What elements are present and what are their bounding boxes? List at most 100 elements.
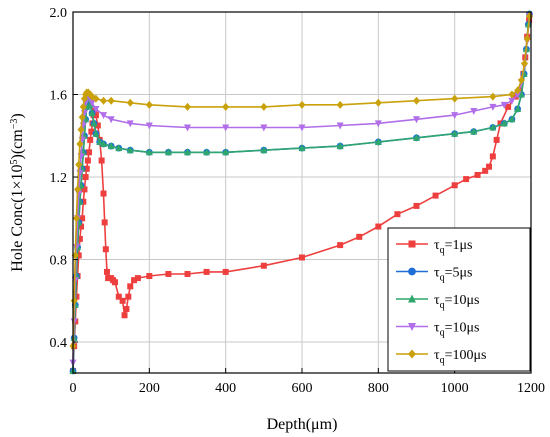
axis-ticks: 0 200 400 600 800 1000 1200 0.4 0.8 1.2 1.6 2.0	[50, 6, 546, 396]
data-point	[489, 153, 496, 160]
data-point	[184, 124, 191, 132]
data-point	[374, 137, 382, 145]
data-point	[470, 127, 478, 135]
data-point	[126, 120, 134, 128]
data-point	[222, 102, 230, 111]
data-point	[489, 103, 497, 111]
data-point	[508, 97, 516, 105]
data-point	[500, 101, 508, 109]
data-point	[413, 96, 420, 105]
data-point	[451, 112, 459, 120]
data-point	[489, 92, 497, 101]
data-point	[413, 202, 420, 209]
data-point	[451, 94, 459, 103]
data-point	[83, 165, 90, 172]
data-point	[514, 91, 522, 99]
legend-label: τq=1μs	[434, 238, 473, 256]
data-point	[134, 275, 141, 282]
y-axis-label-exponent: 5	[9, 159, 20, 164]
data-point	[72, 244, 80, 252]
data-point	[337, 242, 344, 249]
x-axis-label: Depth(μm)	[267, 416, 338, 433]
data-point	[356, 233, 363, 240]
y-axis-label: Hole Conc(1×105)(cm−3)	[9, 113, 27, 271]
data-point	[111, 279, 118, 286]
legend-symbol: τ	[434, 321, 440, 336]
data-point	[88, 99, 96, 107]
data-point	[102, 246, 109, 253]
data-point	[408, 267, 416, 276]
data-point	[260, 102, 268, 111]
data-point	[131, 277, 138, 284]
data-point	[82, 174, 89, 181]
data-point	[145, 122, 153, 130]
legend-entry: τq=1μs	[396, 238, 473, 256]
data-point	[92, 129, 100, 137]
legend-symbol: τ	[434, 293, 440, 308]
legend-subscript: q	[440, 355, 445, 366]
data-point	[74, 185, 82, 194]
data-point	[92, 112, 99, 119]
data-point	[92, 94, 100, 103]
y-axis-label-prefix: Hole Conc(1×10	[9, 164, 26, 271]
data-point	[260, 262, 267, 269]
data-point	[470, 108, 478, 116]
legend-value: =10μs	[445, 293, 480, 308]
data-point	[115, 293, 122, 300]
data-point	[298, 100, 306, 109]
data-point	[90, 119, 98, 127]
data-point	[517, 76, 525, 85]
data-point	[260, 124, 268, 132]
data-point	[508, 90, 516, 99]
legend-subscript: q	[440, 300, 445, 311]
data-point	[432, 192, 439, 199]
legend-entry: τq=10μs	[396, 321, 480, 339]
data-point	[79, 215, 86, 222]
data-point	[78, 113, 86, 122]
data-point	[79, 102, 87, 111]
legend-subscript: q	[440, 328, 445, 339]
legend-value: =100μs	[445, 348, 487, 363]
data-point	[105, 275, 112, 282]
legend-value: =10μs	[445, 321, 480, 336]
data-point	[78, 223, 85, 230]
x-tick-label: 1200	[517, 381, 545, 396]
data-point	[260, 146, 268, 154]
x-tick-label: 800	[368, 381, 389, 396]
data-point	[107, 96, 115, 105]
data-point	[482, 167, 489, 174]
data-point	[164, 148, 172, 156]
data-point	[514, 86, 522, 95]
data-point	[88, 128, 95, 135]
data-point	[96, 137, 104, 145]
data-point	[87, 136, 94, 143]
data-point	[88, 109, 96, 117]
x-tick-label: 400	[215, 381, 236, 396]
data-point	[203, 148, 211, 156]
data-point	[127, 283, 134, 290]
data-point	[103, 268, 110, 275]
data-point	[126, 98, 134, 107]
data-point	[203, 268, 210, 275]
data-point	[336, 142, 344, 150]
y-tick-label: 1.2	[50, 171, 68, 186]
data-point	[451, 182, 458, 189]
data-point	[126, 146, 134, 154]
y-tick-label: 0.4	[50, 336, 68, 351]
data-point	[101, 219, 108, 226]
data-point	[84, 157, 91, 164]
data-point	[523, 34, 531, 43]
data-point	[115, 144, 123, 152]
data-point	[70, 296, 78, 305]
data-point	[146, 273, 153, 280]
y-tick-label: 2.0	[50, 6, 68, 21]
data-point	[463, 176, 470, 183]
data-point	[73, 293, 80, 300]
data-point	[497, 120, 504, 127]
legend-symbol: τ	[434, 266, 440, 281]
data-point	[119, 297, 126, 304]
data-point	[107, 116, 115, 124]
data-point	[517, 90, 525, 98]
